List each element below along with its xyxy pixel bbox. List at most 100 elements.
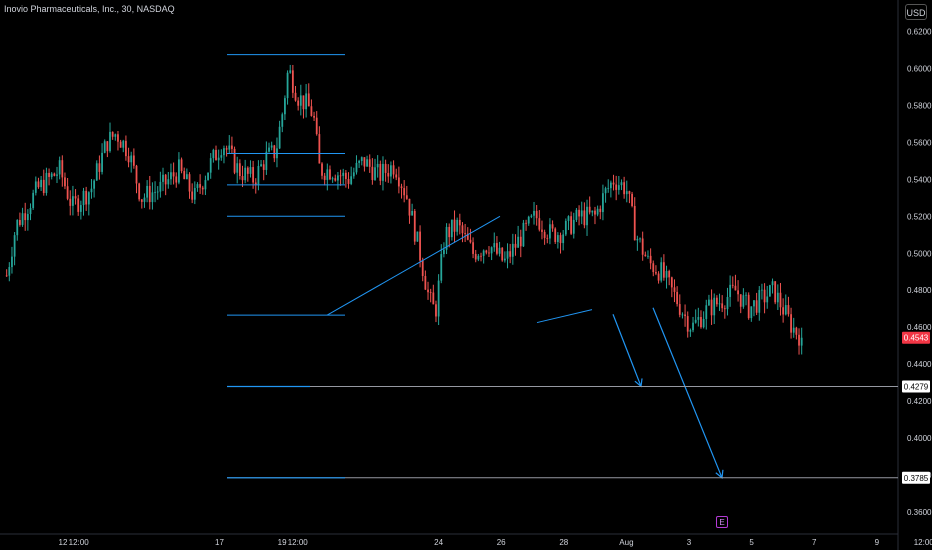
candle-body: [599, 208, 602, 213]
candle-body: [315, 117, 318, 135]
candle-body: [776, 292, 779, 303]
candle-body: [753, 300, 755, 307]
trend-line-flag: [536, 309, 593, 324]
candle-body: [101, 152, 103, 172]
candle-body: [164, 174, 167, 185]
candle-body: [305, 93, 308, 110]
candle-body: [77, 198, 80, 212]
candle-body: [387, 172, 390, 177]
candle-body: [530, 215, 533, 217]
candle-body: [331, 178, 334, 180]
candle-body: [201, 187, 204, 190]
candle-body: [639, 238, 641, 240]
candle-body: [209, 158, 212, 173]
candle-body: [715, 297, 718, 305]
candle-body: [37, 181, 40, 188]
candle-body: [310, 106, 313, 116]
candle-body: [90, 188, 93, 193]
candle-body: [40, 179, 43, 188]
candle-body: [631, 193, 633, 206]
candle-body: [117, 134, 119, 142]
candle-body: [350, 176, 353, 184]
candle-body: [397, 177, 400, 187]
candle-body: [742, 295, 745, 307]
candle-body: [798, 334, 800, 346]
earnings-marker[interactable]: E: [716, 516, 728, 528]
candle-body: [337, 175, 339, 181]
candle-body: [609, 182, 612, 189]
candle-body: [586, 206, 588, 226]
candle-body: [416, 231, 419, 242]
candle-body: [670, 277, 673, 288]
candle-body: [440, 254, 443, 281]
candle-body: [347, 178, 350, 184]
candle-body: [660, 262, 663, 281]
candle-body: [509, 251, 512, 257]
candle-body: [268, 147, 270, 152]
candle-body: [411, 210, 414, 216]
candle-body: [111, 131, 114, 137]
candle-body: [432, 292, 435, 305]
candle-body: [207, 172, 209, 181]
y-tick-label: 0.6200: [907, 28, 932, 37]
candle-body: [114, 134, 117, 137]
last-price-tag: [902, 331, 930, 344]
candle-body: [344, 172, 347, 179]
candle-body: [782, 307, 785, 315]
candle-body: [119, 141, 122, 148]
candle-body: [69, 198, 72, 206]
candle-body: [125, 140, 127, 157]
candle-body: [689, 330, 692, 332]
candle-body: [572, 219, 575, 234]
candle-body: [445, 226, 448, 250]
candle-body: [461, 225, 464, 234]
candle-body: [662, 262, 665, 278]
x-tick-label: 28: [559, 538, 568, 547]
candle-body: [763, 289, 766, 303]
candle-body: [469, 239, 472, 243]
candle-body: [61, 160, 64, 178]
candle-body: [485, 250, 488, 253]
candle-body: [458, 219, 461, 226]
candle-body: [151, 192, 154, 203]
candle-body: [257, 166, 260, 185]
candle-body: [692, 322, 694, 331]
candle-body: [21, 213, 24, 225]
candle-body: [66, 186, 69, 199]
candle-body: [501, 247, 504, 261]
candle-body: [366, 159, 368, 167]
candle-body: [384, 163, 387, 173]
candle-body: [549, 224, 551, 239]
candle-body: [641, 238, 644, 255]
candle-body: [708, 299, 710, 306]
candle-body: [652, 263, 655, 273]
candle-body: [570, 216, 573, 234]
candle-body: [443, 249, 445, 255]
candle-body: [450, 219, 453, 238]
candle-body: [779, 292, 782, 308]
x-tick-label: 9: [875, 538, 880, 547]
candle-body: [490, 247, 493, 254]
candle-body: [694, 319, 697, 323]
candle-body: [127, 156, 130, 163]
candle-body: [143, 197, 146, 202]
candle-body: [551, 224, 554, 229]
candle-body: [56, 174, 58, 176]
candle-body: [427, 289, 429, 293]
candle-body: [183, 171, 186, 180]
candle-body: [238, 163, 241, 177]
candle-body: [421, 260, 424, 276]
candle-body: [265, 151, 268, 170]
candle-body: [750, 306, 753, 319]
candle-body: [784, 305, 787, 315]
candle-body: [231, 145, 233, 149]
candle-body: [19, 220, 21, 225]
candle-body: [588, 206, 591, 213]
x-tick-label: 3: [687, 538, 692, 547]
candle-body: [594, 210, 596, 215]
candle-body: [8, 267, 11, 276]
candle-body: [795, 327, 798, 335]
currency-button[interactable]: USD: [905, 4, 927, 20]
